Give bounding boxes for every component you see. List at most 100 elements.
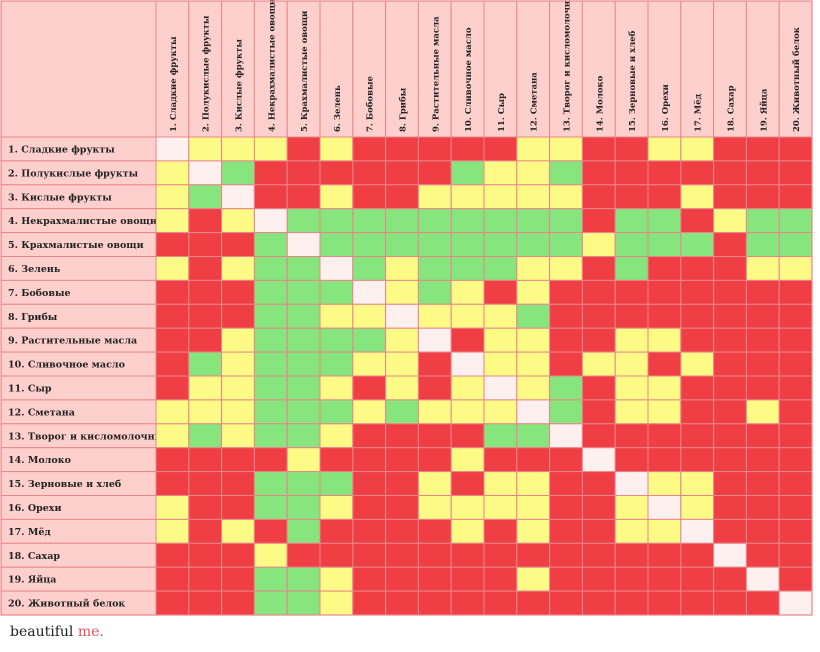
heatmap-cell	[778, 590, 813, 616]
heatmap-cell	[286, 327, 321, 353]
heatmap-cell	[713, 423, 747, 449]
heatmap-cell	[221, 542, 255, 568]
heatmap-cell	[713, 208, 747, 234]
heatmap-cell	[450, 279, 485, 305]
heatmap-cell	[713, 184, 747, 210]
heatmap-cell	[516, 566, 551, 592]
heatmap-cell	[516, 327, 551, 353]
heatmap-cell	[221, 256, 255, 281]
heatmap-cell	[647, 447, 682, 473]
heatmap-cell	[188, 590, 223, 616]
heatmap-cell	[549, 184, 583, 210]
heatmap-cell	[647, 518, 682, 544]
heatmap-cell	[385, 399, 419, 425]
heatmap-cell	[385, 184, 419, 210]
heatmap-cell	[549, 351, 583, 377]
heatmap-cell	[188, 327, 223, 353]
heatmap-cell	[417, 423, 452, 449]
heatmap-cell	[253, 184, 288, 210]
heatmap-cell	[647, 279, 682, 305]
heatmap-cell	[319, 495, 354, 520]
heatmap-cell	[647, 160, 682, 186]
heatmap-cell	[221, 208, 255, 234]
heatmap-cell	[713, 399, 747, 425]
column-header	[713, 0, 747, 138]
heatmap-cell	[647, 590, 682, 616]
heatmap-cell	[450, 542, 485, 568]
heatmap-cell	[516, 423, 551, 449]
heatmap-cell	[188, 542, 223, 568]
heatmap-cell	[155, 542, 190, 568]
heatmap-cell	[352, 279, 387, 305]
heatmap-cell	[319, 471, 354, 497]
heatmap-cell	[713, 495, 747, 520]
row-label: 9. Растительные масла	[8, 336, 137, 347]
heatmap-cell	[286, 399, 321, 425]
column-label: 4. Некрахмалистые овощи	[267, 0, 277, 132]
heatmap-cell	[549, 423, 583, 449]
heatmap-cell	[188, 184, 223, 210]
heatmap-cell	[778, 256, 813, 281]
heatmap-cell	[188, 447, 223, 473]
heatmap-cell	[417, 184, 452, 210]
heatmap-cell	[450, 232, 485, 258]
heatmap-cell	[155, 423, 190, 449]
heatmap-cell	[680, 160, 715, 186]
column-label: 6. Зелень	[333, 85, 343, 132]
heatmap-cell	[417, 136, 452, 162]
heatmap-cell	[516, 495, 551, 520]
heatmap-cell	[352, 256, 387, 281]
heatmap-cell	[286, 518, 321, 544]
heatmap-cell	[483, 160, 518, 186]
column-label: 16. Орехи	[661, 83, 671, 132]
heatmap-cell	[614, 447, 649, 473]
column-label: 1. Сладкие фрукты	[169, 36, 179, 132]
heatmap-cell	[221, 375, 255, 401]
heatmap-cell	[778, 351, 813, 377]
heatmap-cell	[680, 303, 715, 329]
heatmap-cell	[778, 303, 813, 329]
column-header	[385, 0, 419, 138]
column-label: 7. Бобовые	[365, 75, 376, 132]
heatmap-cell	[647, 566, 682, 592]
heatmap-cell	[483, 542, 518, 568]
heatmap-cell	[647, 136, 682, 162]
heatmap-cell	[286, 542, 321, 568]
heatmap-cell	[221, 136, 255, 162]
heatmap-cell	[647, 303, 682, 329]
heatmap-cell	[778, 447, 813, 473]
heatmap-cell	[614, 351, 649, 377]
heatmap-cell	[188, 495, 223, 520]
heatmap-cell	[385, 279, 419, 305]
heatmap-cell	[614, 208, 649, 234]
heatmap-cell	[745, 518, 780, 544]
heatmap-cell	[286, 208, 321, 234]
heatmap-cell	[614, 423, 649, 449]
heatmap-cell	[188, 375, 223, 401]
heatmap-cell	[417, 399, 452, 425]
heatmap-cell	[319, 256, 354, 281]
heatmap-cell	[713, 136, 747, 162]
heatmap-cell	[483, 256, 518, 281]
column-label: 5. Крахмалистые овощи	[300, 10, 310, 132]
heatmap-cell	[417, 327, 452, 353]
heatmap-cell	[778, 495, 813, 520]
row-label: 4. Некрахмалистые овощи	[8, 216, 157, 227]
heatmap-cell	[286, 495, 321, 520]
heatmap-cell	[319, 542, 354, 568]
heatmap-cell	[155, 495, 190, 520]
heatmap-cell	[188, 518, 223, 544]
heatmap-cell	[385, 136, 419, 162]
heatmap-cell	[352, 232, 387, 258]
heatmap-cell	[450, 423, 485, 449]
heatmap-cell	[581, 184, 616, 210]
heatmap-cell	[319, 327, 354, 353]
heatmap-cell	[188, 208, 223, 234]
heatmap-cell	[450, 160, 485, 186]
heatmap-cell	[713, 351, 747, 377]
heatmap-cell	[221, 279, 255, 305]
row-label: 15. Зерновые и хлеб	[8, 479, 121, 490]
heatmap-cell	[385, 566, 419, 592]
heatmap-cell	[778, 232, 813, 258]
column-label: 17. Мёд	[693, 93, 704, 132]
